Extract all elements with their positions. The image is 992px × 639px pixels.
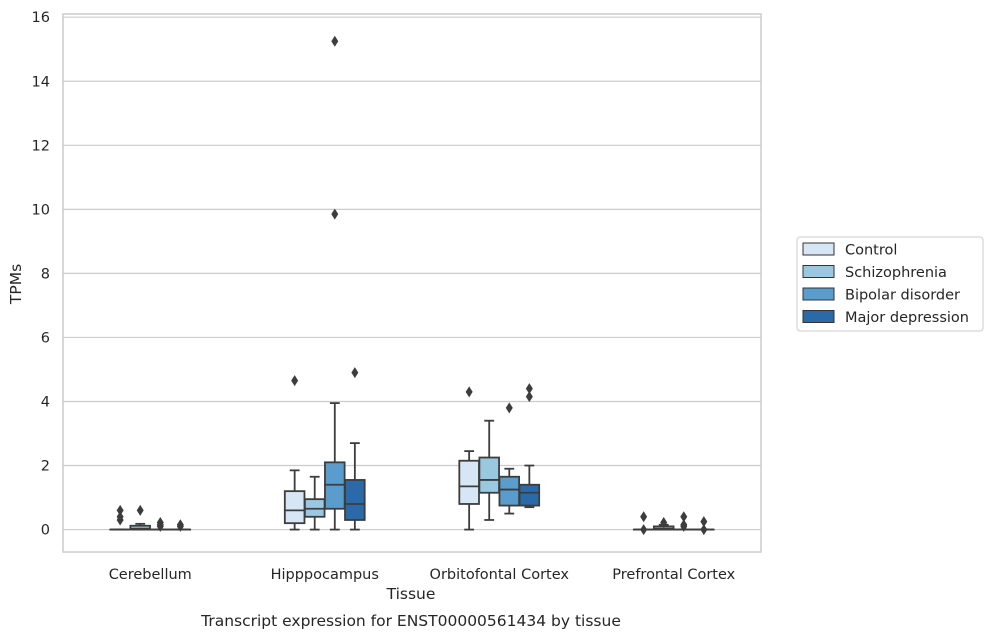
box-3-1 [652, 517, 675, 531]
x-axis-ticks: Cerebellum Hipppocampus Orbitofontal Corte… [109, 567, 736, 583]
box-1-3 [344, 367, 366, 531]
iqr-box [458, 459, 480, 505]
box-3-3 [693, 516, 715, 536]
box-0-0 [109, 504, 131, 531]
outlier-point [156, 517, 164, 529]
iqr-box [283, 490, 306, 525]
outlier-point [640, 524, 648, 536]
iqr-box [129, 524, 151, 531]
box-3-0 [632, 511, 655, 536]
legend-swatch [802, 310, 835, 323]
outlier-point [525, 383, 533, 395]
outlier-point [505, 402, 513, 414]
box-2-3 [518, 383, 541, 509]
legend-label: Schizophrenia [845, 265, 947, 281]
box-0-1 [129, 504, 151, 531]
outlier-point [700, 516, 708, 528]
outlier-point [700, 524, 708, 536]
y-tick-label: 14 [32, 74, 50, 90]
iqr-box [478, 456, 500, 494]
y-tick-label: 0 [41, 523, 50, 539]
outlier-point [640, 511, 648, 523]
y-tick-label: 16 [32, 10, 50, 26]
box-2-1 [478, 419, 500, 521]
y-tick-label: 6 [41, 330, 50, 346]
iqr-box [518, 483, 541, 507]
y-tick-label: 2 [41, 459, 50, 475]
x-tick-label: Orbitofontal Cortex [430, 567, 570, 583]
iqr-box [498, 475, 521, 507]
outlier-point [525, 391, 533, 403]
box-1-1 [303, 475, 326, 531]
boxes-layer [109, 35, 715, 536]
legend-swatch [802, 287, 835, 301]
outlier-point [331, 208, 339, 220]
legend-label: Control [845, 243, 897, 259]
outlier-point [680, 519, 688, 531]
box-2-0 [458, 386, 480, 531]
box-3-2 [673, 511, 695, 532]
outlier-point [331, 35, 339, 47]
box-1-2 [324, 35, 346, 531]
x-tick-label: Hipppocampus [271, 567, 379, 583]
outlier-point [136, 504, 144, 516]
outlier-point [680, 511, 688, 523]
legend-label: Bipolar disorder [845, 288, 960, 304]
box-0-3 [169, 519, 192, 532]
legend-swatch [802, 242, 835, 256]
y-tick-label: 4 [41, 394, 50, 410]
outlier-point [116, 511, 124, 523]
y-tick-label: 10 [32, 202, 50, 218]
box-0-2 [149, 517, 172, 532]
outlier-point [291, 375, 299, 387]
legend-frame [796, 236, 984, 332]
outlier-point [176, 519, 184, 531]
outlier-point [116, 504, 124, 516]
y-axis-ticks: 0 2 4 6 8 10 12 14 16 [32, 10, 50, 538]
box-2-2 [498, 402, 521, 515]
y-tick-label: 12 [32, 138, 50, 154]
outlier-point [465, 386, 473, 398]
legend-label: Major depression [845, 310, 969, 326]
grid-lines [63, 16, 761, 531]
y-tick-label: 8 [41, 266, 50, 282]
plot-frame [62, 13, 762, 553]
iqr-box [344, 479, 366, 521]
outlier-point [351, 367, 359, 379]
chart-caption: Transcript expression for ENST0000056143… [200, 612, 621, 630]
x-tick-label: Prefrontal Cortex [612, 567, 735, 583]
box-1-0 [283, 375, 306, 531]
legend-swatch [802, 265, 835, 278]
x-axis-label: Tissue [386, 585, 436, 603]
legend: Control Schizophrenia Bipolar disorder Majo… [796, 236, 984, 332]
outlier-point [660, 517, 668, 529]
x-tick-label: Cerebellum [109, 567, 192, 583]
y-axis-label: TPMs [7, 264, 25, 305]
